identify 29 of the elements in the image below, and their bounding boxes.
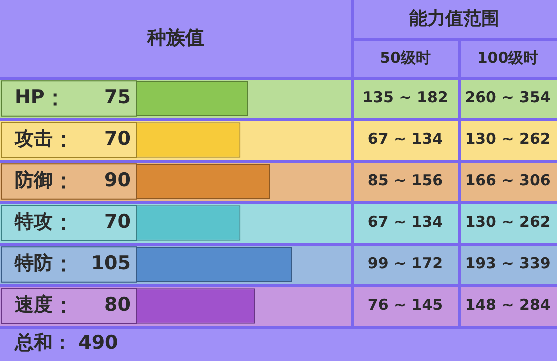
text: 193 ~ 339 [465, 254, 551, 273]
text: 130 ~ 262 [465, 213, 551, 232]
text: 67 ~ 134 [368, 213, 444, 232]
text: 99 ~ 172 [368, 254, 444, 273]
data-label: 80 [104, 294, 131, 316]
y-tick-label: 攻击 [14, 128, 53, 150]
chart-title: 种族值 [146, 26, 204, 49]
text: 85 ~ 156 [368, 172, 444, 190]
y-tick-label: HP [15, 86, 45, 109]
text: 总和： 490 [14, 332, 118, 354]
text: 50级时 [380, 48, 431, 67]
text: 130 ~ 262 [465, 130, 551, 148]
data-label: 90 [104, 170, 131, 192]
y-tick-label: 速度 [15, 294, 53, 316]
text: 148 ~ 284 [465, 296, 551, 314]
text: 76 ~ 145 [368, 296, 444, 314]
text: 135 ~ 182 [362, 88, 448, 107]
y-tick-label: 特攻 [14, 211, 53, 234]
text: 166 ~ 306 [465, 172, 551, 190]
data-label: 70 [104, 211, 131, 234]
data-label: 105 [91, 252, 131, 275]
data-label: 70 [104, 128, 131, 150]
data-label: 75 [104, 86, 131, 109]
text: 100级时 [477, 48, 539, 67]
text: 67 ~ 134 [368, 130, 444, 148]
text: 能力值范围 [410, 8, 500, 30]
y-tick-label: 防御 [15, 170, 53, 192]
text: 260 ~ 354 [465, 88, 551, 107]
y-tick-label: 特防 [14, 252, 53, 275]
